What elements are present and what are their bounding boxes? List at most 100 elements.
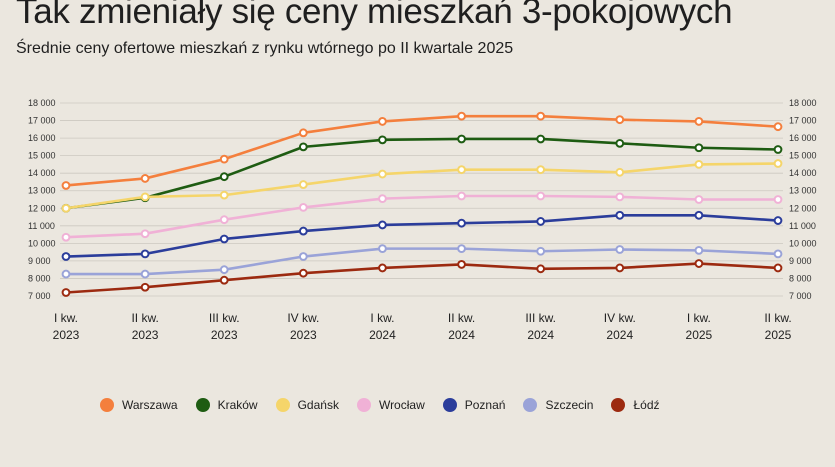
data-point [536, 264, 546, 274]
data-point [378, 244, 387, 254]
data-point [219, 215, 229, 225]
series-line [66, 247, 779, 276]
data-point [219, 172, 229, 182]
data-point [378, 194, 387, 204]
data-point [615, 210, 625, 220]
data-point [61, 181, 71, 190]
data-point [615, 138, 625, 148]
x-tick-label-year: 2023 [290, 328, 317, 342]
data-point [61, 252, 71, 261]
legend-label: Łódź [633, 398, 660, 412]
y-tick-label-right: 12 000 [789, 203, 817, 213]
data-point [773, 263, 783, 273]
y-tick-label-left: 8 000 [28, 273, 51, 283]
series-line [65, 137, 779, 210]
data-point [378, 135, 387, 145]
data-point [773, 195, 783, 204]
x-tick-label-year: 2025 [765, 328, 792, 342]
data-point [378, 117, 387, 126]
chart-subtitle: Średnie ceny ofertowe mieszkań z rynku w… [16, 40, 514, 57]
y-tick-label-left: 16 000 [28, 133, 56, 143]
data-point [536, 217, 546, 226]
x-tick-label-quarter: II kw. [764, 311, 791, 325]
data-point [615, 192, 625, 202]
y-axis-left: 18 000 17 000 16 000 15 000 14 000 13 000 12 0… [28, 98, 56, 301]
data-point [536, 165, 546, 175]
x-tick-label-year: 2024 [448, 328, 475, 342]
data-point [457, 191, 466, 201]
x-tick-label-quarter: II kw. [448, 311, 475, 325]
data-point [536, 134, 546, 144]
y-tick-label-right: 16 000 [789, 133, 817, 143]
data-point [140, 174, 150, 183]
data-point [378, 220, 387, 230]
data-point [457, 134, 466, 144]
data-point [694, 259, 704, 268]
data-point [615, 167, 625, 177]
series-line [65, 162, 779, 210]
legend-label: Szczecin [545, 398, 594, 412]
y-tick-label-right: 13 000 [789, 186, 817, 196]
data-point [219, 154, 229, 164]
y-tick-label-right: 9 000 [789, 256, 812, 266]
legend-swatch [100, 398, 114, 412]
data-point [219, 190, 229, 200]
chart-legend: Warszawa Kraków Gdańsk Wrocław Poznań Szczeci… [100, 398, 678, 412]
y-tick-label-right: 10 000 [789, 238, 817, 248]
y-tick-label-right: 8 000 [789, 273, 812, 283]
data-point [615, 115, 625, 125]
data-point [140, 229, 150, 239]
data-point [298, 202, 308, 212]
legend-swatch [275, 398, 290, 412]
legend-label: Poznań [464, 398, 506, 412]
legend-swatch [442, 398, 457, 412]
series-poznań [61, 210, 783, 261]
data-point [298, 268, 308, 278]
data-point [773, 122, 783, 132]
legend-label: Wrocław [378, 398, 425, 412]
x-tick-label-quarter: I kw. [687, 311, 711, 325]
legend-item: Gdańsk [275, 398, 339, 412]
data-point [140, 269, 150, 279]
y-tick-label-right: 11 000 [789, 221, 816, 231]
legend-label: Gdańsk [297, 398, 339, 412]
legend-label: Kraków [217, 398, 258, 412]
data-point [694, 210, 704, 220]
data-point [378, 169, 387, 179]
data-point [694, 245, 704, 255]
x-tick-label-year: 2023 [132, 328, 159, 342]
data-point [457, 218, 466, 228]
y-axis-right: 18 000 17 000 16 000 15 000 14 000 13 000 12 0… [789, 98, 817, 301]
y-tick-label-right: 17 000 [789, 116, 817, 126]
data-point [298, 180, 308, 189]
y-tick-label-left: 10 000 [28, 238, 56, 248]
series-line [65, 114, 779, 187]
y-tick-label-left: 11 000 [28, 221, 55, 231]
data-point [773, 216, 783, 225]
x-tick-label-quarter: I kw. [54, 311, 78, 325]
data-point [773, 159, 783, 168]
data-point [694, 117, 704, 126]
x-tick-label-year: 2023 [211, 328, 238, 342]
data-point [457, 260, 466, 269]
legend-item: Poznań [442, 398, 506, 412]
data-point [536, 111, 546, 121]
data-point [773, 249, 783, 259]
y-tick-label-left: 17 000 [28, 116, 56, 126]
data-point [140, 282, 150, 292]
series-szczecin [61, 244, 783, 279]
data-point [457, 165, 466, 175]
y-tick-label-right: 14 000 [789, 168, 817, 178]
series-line [65, 213, 779, 258]
data-point [298, 226, 308, 236]
data-point [61, 203, 71, 213]
data-point [219, 265, 229, 275]
series-kraków [61, 134, 783, 213]
data-point [61, 232, 71, 242]
series-line [65, 194, 778, 239]
x-tick-label-quarter: IV kw. [287, 311, 319, 325]
legend-swatch [611, 398, 626, 412]
x-axis: I kw. 2023 II kw. 2023 III kw. 2023 IV kw. 2023… [53, 311, 792, 342]
x-tick-label-quarter: IV kw. [604, 311, 636, 325]
